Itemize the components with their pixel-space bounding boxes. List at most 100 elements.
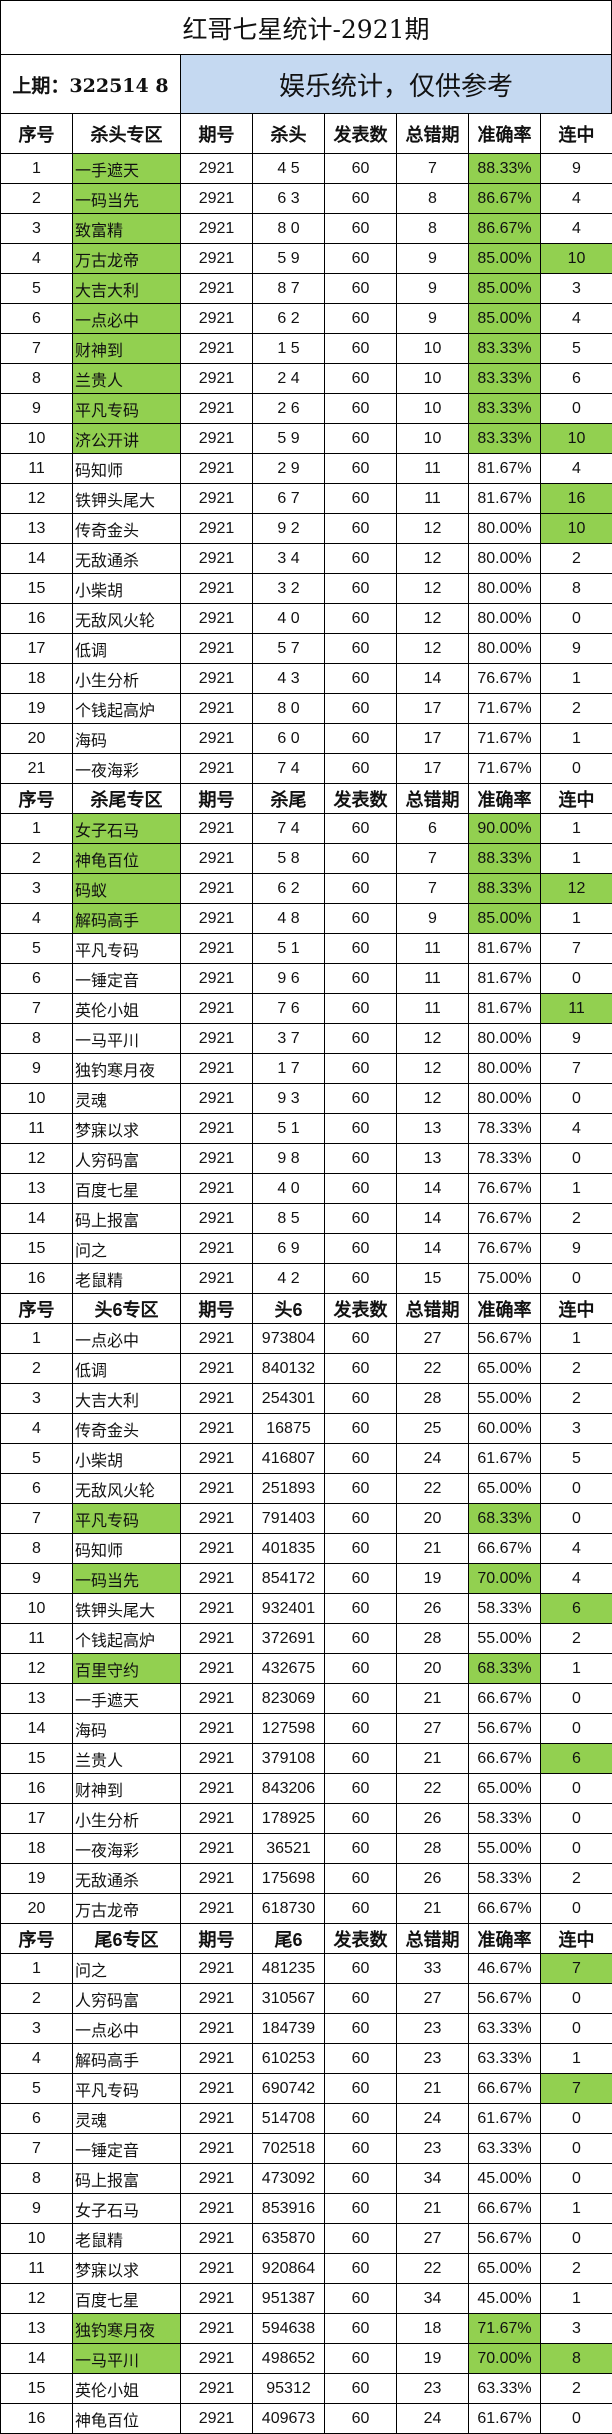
streak-cell: 2: [541, 2254, 612, 2284]
page-title: 红哥七星统计-2921期: [0, 0, 612, 55]
posts-cell: 60: [325, 2344, 397, 2374]
posts-cell: 60: [325, 1954, 397, 1984]
column-header: 准确率: [469, 1924, 541, 1954]
errors-cell: 12: [397, 544, 469, 574]
posts-cell: 60: [325, 1144, 397, 1174]
errors-cell: 21: [397, 1894, 469, 1924]
posts-cell: 60: [325, 1534, 397, 1564]
prediction-cell: 5 9: [253, 424, 325, 454]
predictor-name-cell: 小生分析: [73, 1804, 181, 1834]
streak-cell: 7: [541, 1954, 612, 1984]
errors-cell: 12: [397, 1024, 469, 1054]
predictor-name-cell: 平凡专码: [73, 1504, 181, 1534]
column-header: 发表数: [325, 1294, 397, 1324]
predictor-name-cell: 百度七星: [73, 1174, 181, 1204]
prediction-cell: 8 0: [253, 694, 325, 724]
period-cell: 2921: [181, 694, 253, 724]
predictor-name-cell: 一马平川: [73, 1024, 181, 1054]
posts-cell: 60: [325, 424, 397, 454]
predictor-name-cell: 小柴胡: [73, 1444, 181, 1474]
predictor-name-cell: 问之: [73, 1954, 181, 1984]
posts-cell: 60: [325, 964, 397, 994]
errors-cell: 34: [397, 2164, 469, 2194]
errors-cell: 11: [397, 994, 469, 1024]
seq-cell: 13: [1, 2314, 73, 2344]
posts-cell: 60: [325, 214, 397, 244]
accuracy-cell: 65.00%: [469, 1774, 541, 1804]
predictor-name-cell: 无敌通杀: [73, 1864, 181, 1894]
period-cell: 2921: [181, 994, 253, 1024]
period-cell: 2921: [181, 724, 253, 754]
predictor-name-cell: 百度七星: [73, 2284, 181, 2314]
column-header: 总错期: [397, 114, 469, 154]
accuracy-cell: 68.33%: [469, 1654, 541, 1684]
seq-cell: 9: [1, 394, 73, 424]
period-cell: 2921: [181, 1894, 253, 1924]
accuracy-cell: 45.00%: [469, 2284, 541, 2314]
streak-cell: 8: [541, 574, 612, 604]
section-header-row: 序号杀尾专区期号杀尾发表数总错期准确率连中: [1, 784, 612, 814]
accuracy-cell: 76.67%: [469, 1234, 541, 1264]
predictor-name-cell: 一锤定音: [73, 964, 181, 994]
prediction-cell: 401835: [253, 1534, 325, 1564]
prediction-cell: 95312: [253, 2374, 325, 2404]
prediction-cell: 7 4: [253, 814, 325, 844]
period-cell: 2921: [181, 1774, 253, 1804]
streak-cell: 2: [541, 1864, 612, 1894]
seq-cell: 13: [1, 1174, 73, 1204]
errors-cell: 27: [397, 2224, 469, 2254]
streak-cell: 0: [541, 2134, 612, 2164]
predictor-name-cell: 海码: [73, 1714, 181, 1744]
seq-cell: 20: [1, 724, 73, 754]
seq-cell: 11: [1, 1114, 73, 1144]
predictor-name-cell: 老鼠精: [73, 2224, 181, 2254]
seq-cell: 6: [1, 2104, 73, 2134]
predictor-name-cell: 码蚁: [73, 874, 181, 904]
predictor-name-cell: 女子石马: [73, 814, 181, 844]
period-cell: 2921: [181, 2104, 253, 2134]
accuracy-cell: 71.67%: [469, 2314, 541, 2344]
streak-cell: 3: [541, 2314, 612, 2344]
seq-cell: 1: [1, 154, 73, 184]
prediction-cell: 932401: [253, 1594, 325, 1624]
accuracy-cell: 80.00%: [469, 1024, 541, 1054]
seq-cell: 15: [1, 1744, 73, 1774]
period-cell: 2921: [181, 184, 253, 214]
errors-cell: 24: [397, 2104, 469, 2134]
predictor-name-cell: 一马平川: [73, 2344, 181, 2374]
accuracy-cell: 71.67%: [469, 754, 541, 784]
posts-cell: 60: [325, 574, 397, 604]
posts-cell: 60: [325, 484, 397, 514]
period-cell: 2921: [181, 514, 253, 544]
predictor-name-cell: 码上报富: [73, 1204, 181, 1234]
posts-cell: 60: [325, 694, 397, 724]
period-cell: 2921: [181, 2134, 253, 2164]
prediction-cell: 618730: [253, 1894, 325, 1924]
prediction-cell: 3 2: [253, 574, 325, 604]
streak-cell: 6: [541, 1744, 612, 1774]
streak-cell: 1: [541, 1174, 612, 1204]
streak-cell: 0: [541, 1804, 612, 1834]
errors-cell: 8: [397, 184, 469, 214]
predictor-name-cell: 无敌风火轮: [73, 1474, 181, 1504]
prediction-cell: 175698: [253, 1864, 325, 1894]
prediction-cell: 9 8: [253, 1144, 325, 1174]
streak-cell: 0: [541, 1774, 612, 1804]
seq-cell: 16: [1, 1264, 73, 1294]
streak-cell: 0: [541, 1474, 612, 1504]
errors-cell: 6: [397, 814, 469, 844]
period-cell: 2921: [181, 334, 253, 364]
period-cell: 2921: [181, 604, 253, 634]
column-header: 序号: [1, 784, 73, 814]
prediction-cell: 2 9: [253, 454, 325, 484]
